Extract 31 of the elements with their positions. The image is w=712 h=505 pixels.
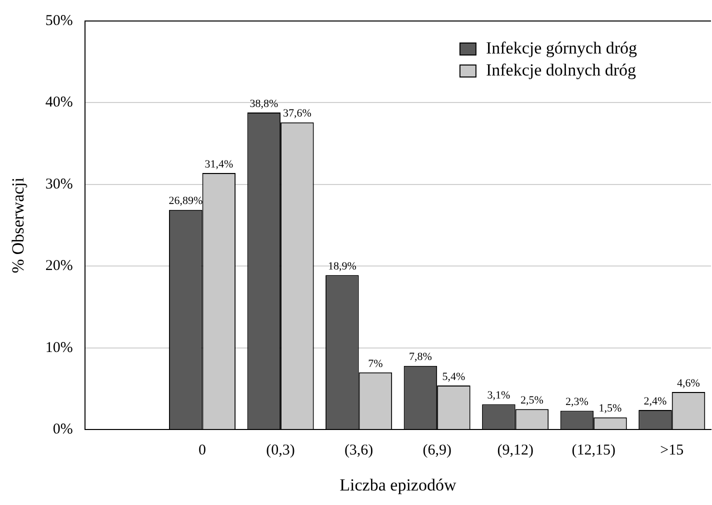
data-label: 5,4% (442, 370, 466, 383)
x-tick-label: >15 (660, 442, 684, 459)
data-label: 2,5% (520, 394, 544, 407)
data-label: 2,3% (566, 396, 588, 408)
y-tick-label: 10% (45, 340, 73, 356)
data-label: 18,9% (328, 260, 356, 273)
x-tick-label: (3,6) (344, 442, 374, 459)
data-label: 31,4% (204, 158, 234, 170)
x-tick-label: (12,15) (572, 442, 616, 459)
x-tick-label: 0 (198, 442, 206, 459)
y-axis-title: % Obserwacji (8, 177, 28, 274)
data-label: 38,8% (250, 98, 278, 110)
x-axis-title: Liczba epizodów (340, 475, 457, 494)
data-label: 1,5% (598, 402, 622, 415)
y-tick-label: 30% (45, 176, 73, 192)
x-tick-label: (9,12) (497, 442, 534, 459)
y-tick-label: 40% (45, 94, 73, 111)
data-label: 2,4% (644, 395, 667, 408)
legend-label: Infekcje dolnych dróg (486, 60, 637, 80)
legend-label: Infekcje górnych dróg (486, 38, 638, 58)
data-label: 37,6% (282, 108, 312, 120)
x-tick-label: (0,3) (266, 442, 295, 459)
y-tick-label: 0% (52, 422, 73, 438)
data-label: 7,8% (408, 351, 432, 364)
data-label: 4,6% (677, 377, 700, 390)
data-label: 26,89% (168, 195, 203, 208)
y-tick-label: 50% (45, 12, 73, 29)
data-label: 7% (368, 358, 383, 370)
data-label: 3,1% (487, 390, 510, 402)
y-tick-label: 20% (45, 258, 73, 274)
x-tick-label: (6,9) (422, 442, 452, 459)
